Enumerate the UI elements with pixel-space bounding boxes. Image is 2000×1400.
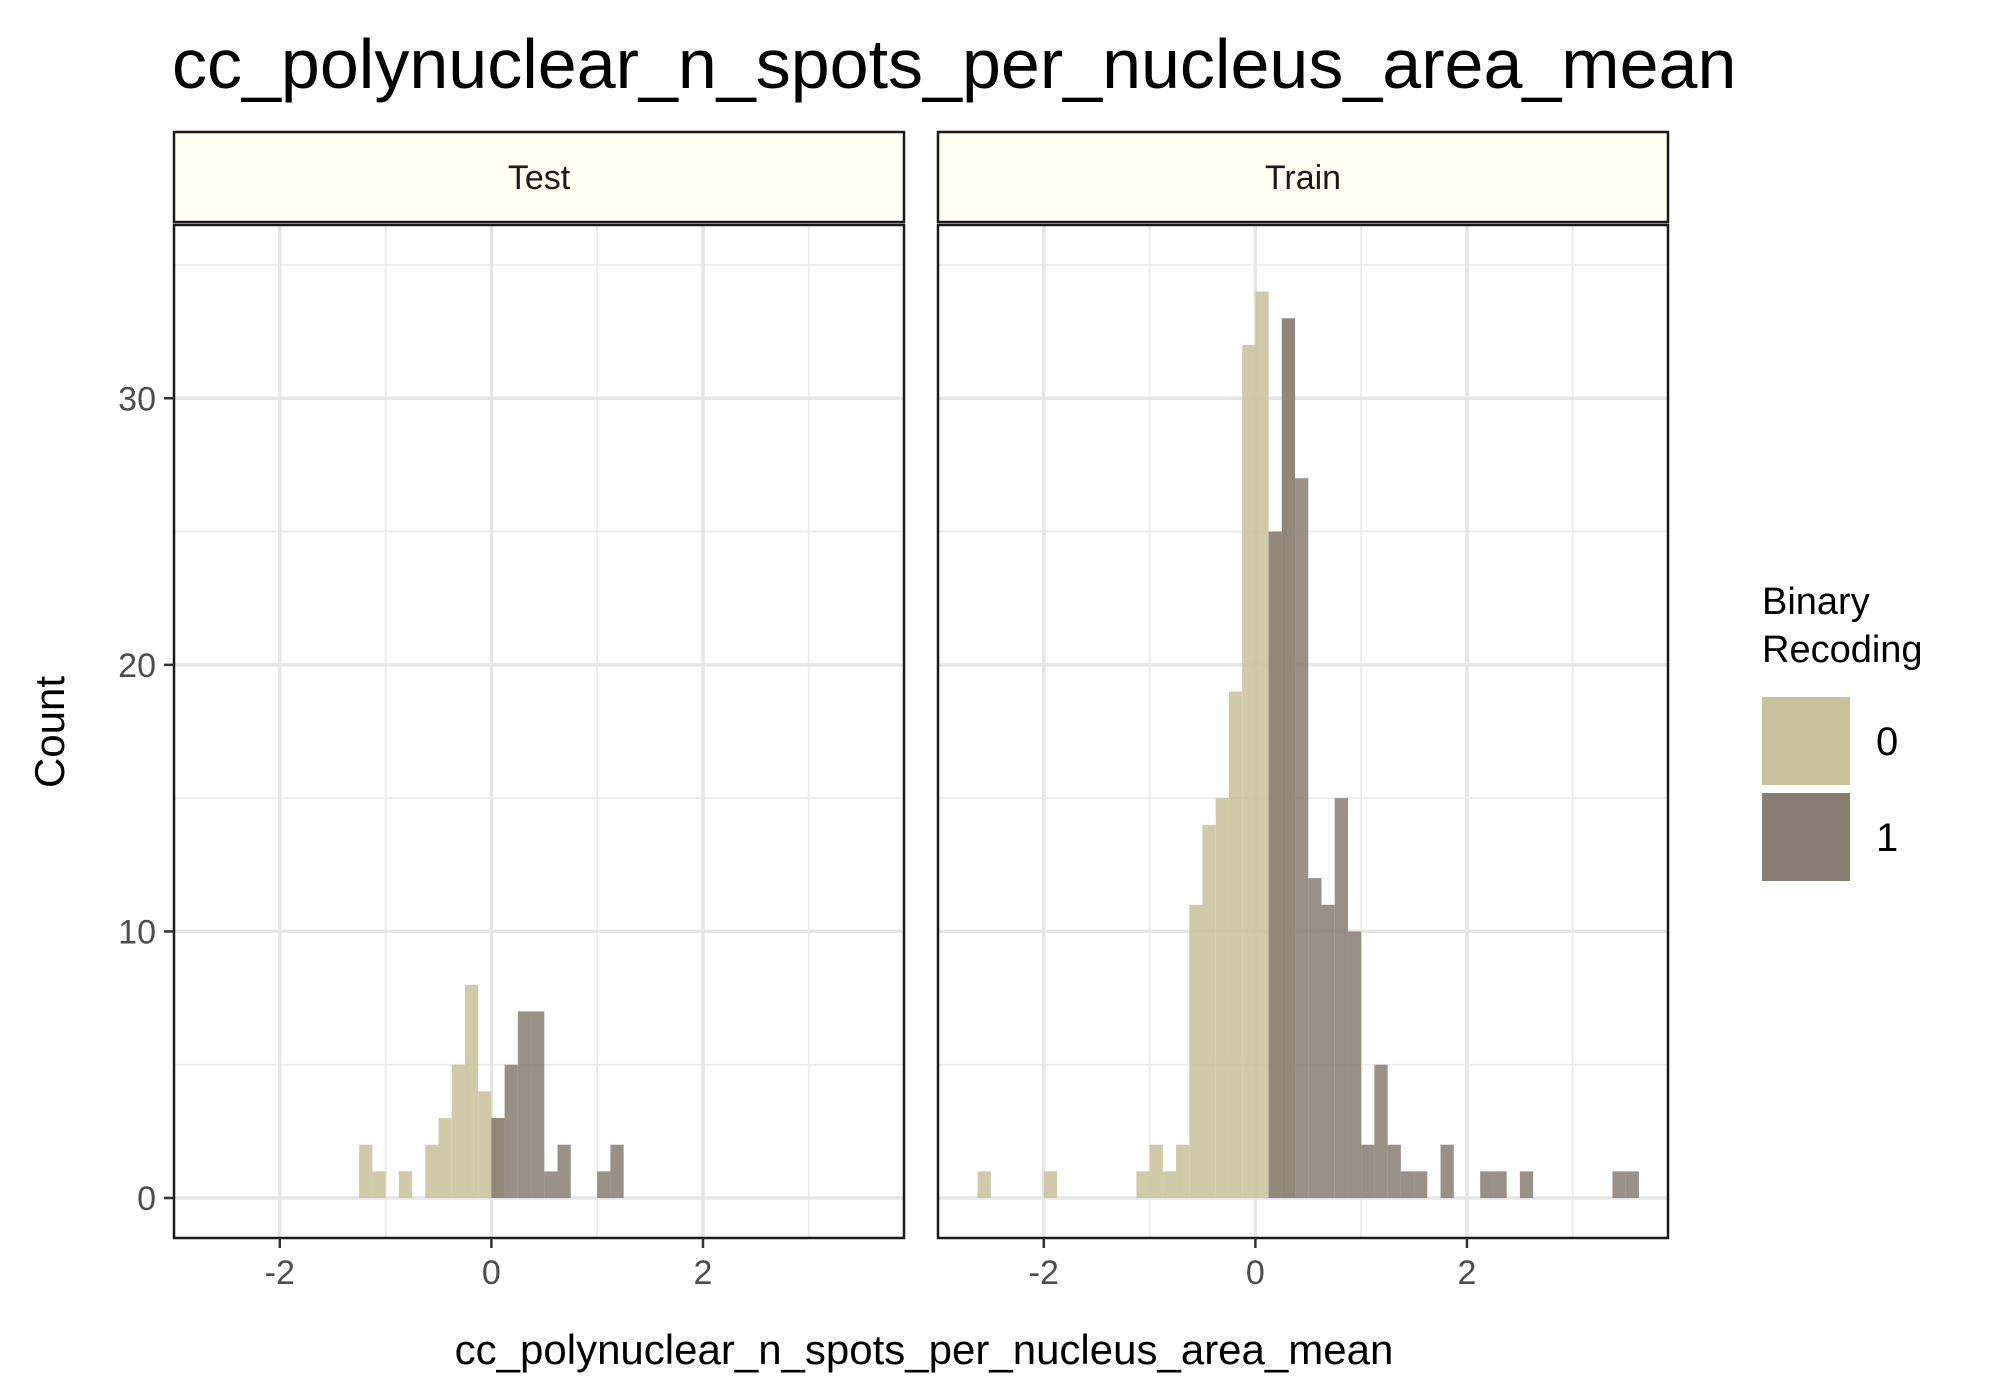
- histogram-bar: [491, 1118, 505, 1199]
- legend-title: Binary: [1762, 581, 1870, 623]
- histogram-bar: [1215, 798, 1229, 1199]
- histogram-bar: [1414, 1171, 1428, 1199]
- histogram-bar: [1255, 291, 1269, 1199]
- histogram-bar: [438, 1118, 452, 1199]
- histogram-bar: [977, 1171, 991, 1199]
- x-tick-label: 2: [694, 1254, 713, 1292]
- histogram-bar: [557, 1144, 571, 1199]
- histogram-bar: [544, 1171, 558, 1199]
- x-tick-label: 0: [482, 1254, 501, 1292]
- histogram-bar: [1162, 1171, 1177, 1199]
- histogram-bar: [531, 1011, 545, 1199]
- histogram-bar: [1334, 798, 1348, 1199]
- x-tick-label: -2: [1029, 1254, 1059, 1292]
- histogram-bar: [1361, 1144, 1375, 1199]
- y-axis-title: Count: [26, 676, 73, 788]
- histogram-bar: [1374, 1064, 1388, 1199]
- facet-panel-train: Train -2 0 2: [936, 130, 1670, 1292]
- legend-key: [1762, 697, 1850, 785]
- histogram-bar: [1189, 904, 1203, 1199]
- facet-strip: [172, 130, 906, 224]
- histogram-bar: [504, 1064, 518, 1199]
- histogram-bar: [359, 1144, 373, 1199]
- histogram-bar: [1493, 1171, 1507, 1199]
- histogram-bar: [1268, 531, 1282, 1199]
- histogram-bar: [1242, 344, 1256, 1199]
- histogram-bar: [1136, 1171, 1150, 1199]
- histogram-bar: [1519, 1171, 1534, 1199]
- x-tick-label: 2: [1458, 1254, 1477, 1292]
- histogram-bar: [1625, 1171, 1639, 1199]
- panel-border: [936, 223, 1670, 1240]
- histogram-bar: [1440, 1144, 1454, 1199]
- histogram-bar: [1387, 1144, 1401, 1199]
- x-axis-title: cc_polynuclear_n_spots_per_nucleus_area_…: [455, 1326, 1394, 1373]
- histogram-bar: [1176, 1144, 1190, 1199]
- histogram-bar: [1228, 691, 1243, 1199]
- y-tick-label: 20: [118, 647, 156, 685]
- legend-label: 1: [1876, 816, 1898, 860]
- x-tick-label: 0: [1246, 1254, 1265, 1292]
- histogram-bar: [597, 1171, 611, 1199]
- histogram-bar: [464, 984, 479, 1199]
- y-axis: 0 10 20 30: [118, 380, 174, 1218]
- x-tick-label: -2: [265, 1254, 295, 1292]
- chart-title: cc_polynuclear_n_spots_per_nucleus_area_…: [172, 25, 1736, 103]
- histogram-bar: [1281, 318, 1296, 1199]
- facet-strip-label: Train: [1265, 159, 1341, 197]
- y-tick-label: 30: [118, 380, 156, 418]
- histogram-bar: [1400, 1171, 1415, 1199]
- histogram-bar: [425, 1144, 439, 1199]
- legend-key: [1762, 793, 1850, 881]
- facet-strip: [936, 130, 1670, 224]
- histogram-bar: [1347, 931, 1362, 1199]
- histogram-bar: [1308, 878, 1322, 1199]
- histogram-bar: [1321, 904, 1335, 1199]
- histogram-bar: [1295, 478, 1309, 1199]
- histogram-bar: [1149, 1144, 1163, 1199]
- histogram-bar: [372, 1171, 386, 1199]
- y-tick-label: 0: [137, 1180, 156, 1218]
- histogram-bar: [1043, 1171, 1058, 1199]
- histogram-bar: [1612, 1171, 1626, 1199]
- histogram-bar: [1480, 1171, 1494, 1199]
- facet-strip-label: Test: [508, 159, 571, 197]
- legend: Binary Recoding 0 1: [1762, 581, 1923, 881]
- y-tick-label: 10: [118, 913, 156, 951]
- histogram-bar: [1202, 824, 1216, 1199]
- histogram-bar: [610, 1144, 624, 1199]
- histogram-bar: [478, 1091, 492, 1199]
- histogram-bar: [451, 1064, 465, 1199]
- facet-panel-test: Test -2 0 2: [172, 130, 906, 1292]
- histogram-bar: [398, 1171, 413, 1199]
- histogram-bar: [517, 1011, 532, 1199]
- panel-border: [172, 223, 906, 1240]
- legend-label: 0: [1876, 720, 1898, 764]
- legend-title: Recoding: [1762, 629, 1923, 671]
